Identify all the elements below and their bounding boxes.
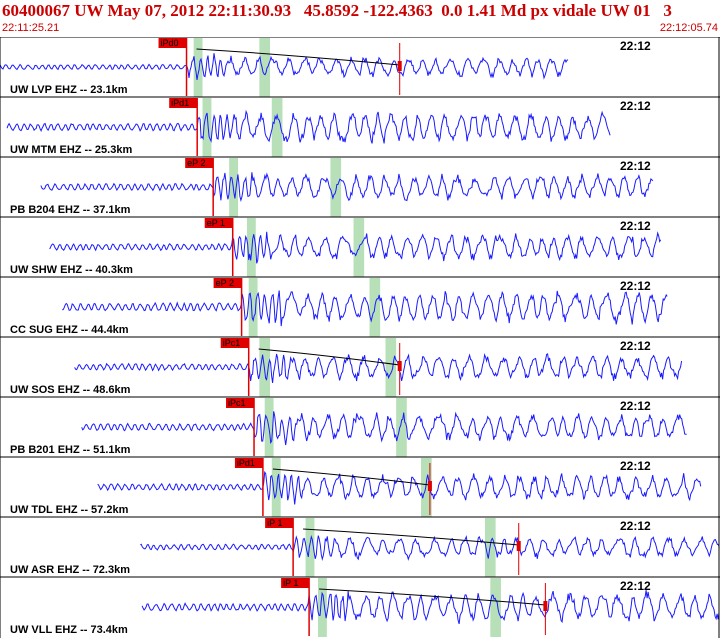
analysis-window xyxy=(202,98,212,157)
trace-row: iPd0 UW LVP EHZ -- 23.1km 22:12 xyxy=(0,37,720,97)
analysis-window xyxy=(421,458,432,517)
window-end-time: 22:12:05.74 xyxy=(659,22,718,34)
p-pick-box xyxy=(185,158,214,168)
p-pick-label: iP 1 xyxy=(267,518,282,528)
time-tick-label: 22:12 xyxy=(620,399,651,413)
waveform-trace xyxy=(6,109,611,144)
event-summary-title: 60400067 UW May 07, 2012 22:11:30.93 45.… xyxy=(2,1,672,20)
trace-row: eP 2 PB B204 EHZ -- 37.1km 22:12 xyxy=(0,156,720,217)
waveform-trace xyxy=(141,590,720,625)
time-tick-label: 22:12 xyxy=(620,159,651,173)
time-tick-label: 22:12 xyxy=(620,459,651,473)
p-pick-box xyxy=(226,398,255,408)
p-pick-box xyxy=(234,458,263,468)
time-tick-label: 22:12 xyxy=(620,339,651,353)
waveform-trace xyxy=(49,231,662,264)
analysis-window xyxy=(259,38,271,97)
station-label: CC SUG EHZ -- 44.4km xyxy=(10,324,129,336)
p-pick-label: iP 1 xyxy=(283,578,298,588)
coda-curve xyxy=(196,48,400,66)
analysis-window xyxy=(330,158,342,217)
analysis-window xyxy=(271,98,283,157)
waveform-trace xyxy=(40,172,654,203)
coda-end-box xyxy=(543,601,548,611)
analysis-window xyxy=(385,338,397,397)
station-label: PB B201 EHZ -- 51.1km xyxy=(10,444,131,456)
coda-end-box xyxy=(516,541,521,551)
station-label: UW ASR EHZ -- 72.3km xyxy=(10,564,130,576)
trace-row: iP 1 UW ASR EHZ -- 72.3km 22:12 xyxy=(0,516,720,577)
waveform-trace xyxy=(97,470,702,505)
window-start-time: 22:11:25.21 xyxy=(2,22,60,34)
analysis-window xyxy=(490,578,501,637)
station-label: UW LVP EHZ -- 23.1km xyxy=(10,84,128,96)
seismogram-panel: iPd0 UW LVP EHZ -- 23.1km 22:12 iPd1 UW MTM … xyxy=(0,37,720,638)
coda-curve xyxy=(303,528,519,546)
time-tick-label: 22:12 xyxy=(620,99,651,113)
p-pick-label: iPc1 xyxy=(223,338,241,348)
coda-end-box xyxy=(397,61,402,71)
trace-row: iP 1 UW VLL EHZ -- 73.4km 22:12 xyxy=(0,576,720,637)
analysis-window xyxy=(305,518,315,577)
station-label: UW SOS EHZ -- 48.6km xyxy=(10,384,131,396)
analysis-window xyxy=(193,38,203,97)
waveform-trace xyxy=(0,53,569,80)
trace-row: iPc1 PB B201 EHZ -- 51.1km 22:12 xyxy=(0,396,720,457)
p-pick-box xyxy=(213,278,242,288)
station-label: UW TDL EHZ -- 57.2km xyxy=(10,504,129,516)
p-pick-box xyxy=(204,218,233,228)
waveform-trace xyxy=(81,411,687,446)
time-tick-label: 22:12 xyxy=(620,519,651,533)
trace-row: eP 2 CC SUG EHZ -- 44.4km 22:12 xyxy=(0,276,720,337)
p-pick-label: eP 2 xyxy=(187,158,205,168)
coda-end-box xyxy=(397,361,402,371)
p-pick-label: iPd1 xyxy=(237,458,255,468)
p-pick-box xyxy=(281,578,310,588)
trace-row: iPd1 UW MTM EHZ -- 25.3km 22:12 xyxy=(0,96,720,157)
time-tick-label: 22:12 xyxy=(620,579,651,593)
record-header: 60400067 UW May 07, 2012 22:11:30.93 45.… xyxy=(0,0,720,36)
analysis-window xyxy=(396,398,407,457)
analysis-window xyxy=(248,278,258,337)
station-label: UW MTM EHZ -- 25.3km xyxy=(10,144,132,156)
analysis-window xyxy=(317,578,327,637)
time-tick-label: 22:12 xyxy=(620,279,651,293)
waveform-trace xyxy=(74,353,683,383)
station-label: UW SHW EHZ -- 40.3km xyxy=(10,264,133,276)
coda-curve xyxy=(258,348,400,366)
p-pick-box xyxy=(265,518,294,528)
trace-row: iPd1 UW TDL EHZ -- 57.2km 22:12 xyxy=(0,456,720,517)
station-label: PB B204 EHZ -- 37.1km xyxy=(10,204,131,216)
coda-curve xyxy=(319,588,546,606)
analysis-window xyxy=(271,458,281,517)
trace-row: eP 1 UW SHW EHZ -- 40.3km 22:12 xyxy=(0,216,720,277)
p-pick-box xyxy=(169,98,198,108)
coda-end-box xyxy=(427,481,432,491)
analysis-window xyxy=(246,218,256,277)
station-label: UW VLL EHZ -- 73.4km xyxy=(10,624,128,636)
p-pick-box xyxy=(220,338,249,348)
p-pick-label: eP 2 xyxy=(216,278,234,288)
p-pick-box xyxy=(158,38,187,48)
waveform-trace xyxy=(62,290,668,327)
p-pick-label: eP 1 xyxy=(207,218,225,228)
p-pick-label: iPd0 xyxy=(161,38,179,48)
coda-curve xyxy=(272,468,430,486)
p-pick-label: iPc1 xyxy=(228,398,246,408)
p-pick-label: iPd1 xyxy=(171,98,189,108)
time-tick-label: 22:12 xyxy=(620,219,651,233)
waveform-trace xyxy=(140,534,720,561)
time-tick-label: 22:12 xyxy=(620,39,651,53)
trace-row: iPc1 UW SOS EHZ -- 48.6km 22:12 xyxy=(0,336,720,397)
